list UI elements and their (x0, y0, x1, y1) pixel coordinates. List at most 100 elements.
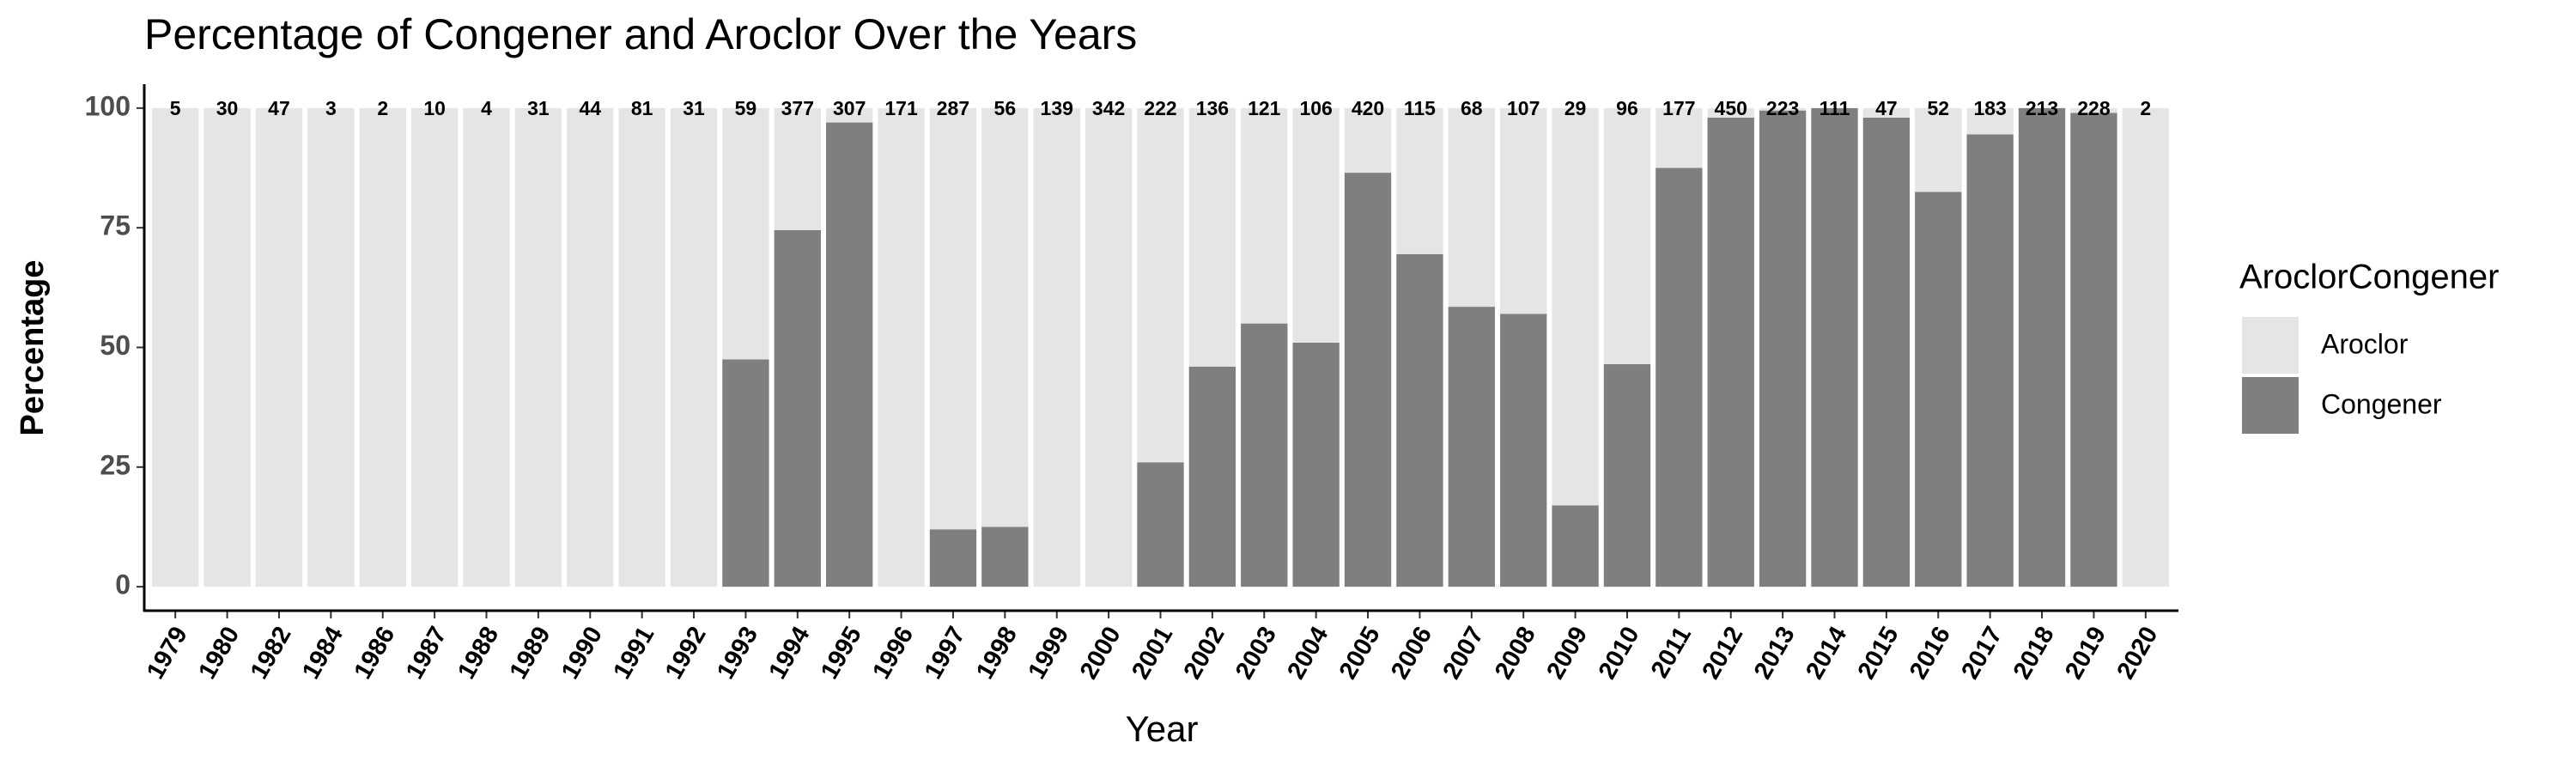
x-tick-label: 2020 (2112, 622, 2164, 684)
bar-segment (929, 107, 977, 530)
x-tick-label: 1980 (193, 622, 245, 684)
x-tick-label: 1991 (608, 622, 659, 684)
count-label: 5 (170, 97, 181, 119)
x-tick-label: 1989 (505, 622, 556, 684)
x-tick-label: 2013 (1749, 622, 1801, 684)
count-label: 342 (1092, 97, 1125, 119)
count-label: 2 (377, 97, 388, 119)
bar-segment (255, 107, 303, 587)
x-tick-label: 1987 (401, 622, 453, 684)
bar-segment (1603, 364, 1651, 587)
bar-segment (670, 107, 718, 587)
x-tick-label: 1992 (660, 622, 712, 684)
count-label: 31 (527, 97, 550, 119)
x-tick-label: 1988 (453, 622, 504, 684)
count-label: 223 (1766, 97, 1799, 119)
x-tick-label: 2007 (1438, 622, 1490, 684)
bar-segment (1396, 107, 1443, 254)
bar-segment (1811, 107, 1858, 587)
x-tick-label: 1998 (971, 622, 1023, 684)
bar-segment (204, 107, 251, 587)
bar-segment (1241, 107, 1288, 324)
count-label: 377 (781, 97, 814, 119)
count-label: 107 (1507, 97, 1540, 119)
bar-segment (1656, 167, 1703, 587)
y-tick-label: 100 (85, 90, 131, 121)
x-tick-label: 1999 (1023, 622, 1074, 684)
count-label: 287 (937, 97, 969, 119)
bar-segment (307, 107, 355, 587)
bar-segment (1396, 253, 1443, 587)
bar-segment (2122, 107, 2169, 587)
count-label: 183 (1973, 97, 2006, 119)
count-label: 30 (216, 97, 239, 119)
x-tick-label: 1997 (920, 622, 971, 684)
count-label: 10 (423, 97, 446, 119)
x-tick-label: 2010 (1594, 622, 1645, 684)
bar-segment (1033, 107, 1080, 587)
x-tick-label: 1990 (556, 622, 608, 684)
x-tick-label: 2004 (1282, 622, 1334, 684)
count-label: 213 (2026, 97, 2058, 119)
bar-segment (878, 107, 925, 587)
count-label: 47 (268, 97, 290, 119)
y-tick-label: 50 (100, 330, 131, 361)
bar-segment (1241, 323, 1288, 587)
x-tick-label: 1984 (297, 622, 349, 684)
bar-segment (1862, 107, 1911, 119)
chart-title: Percentage of Congener and Aroclor Over … (144, 10, 1137, 58)
bar-segment (774, 229, 821, 587)
bar-segment (567, 107, 614, 587)
y-tick-label: 75 (100, 210, 131, 241)
bar-segment (410, 107, 459, 587)
bar-segment (981, 526, 1029, 587)
count-label: 56 (994, 97, 1017, 119)
bar-segment (929, 529, 977, 587)
bar-segment (1500, 107, 1547, 314)
x-tick-label: 1994 (764, 622, 816, 684)
x-tick-label: 1986 (349, 622, 400, 684)
count-label: 59 (735, 97, 757, 119)
bar-segment (1344, 107, 1392, 173)
bar-segment (1707, 118, 1754, 587)
count-label: 177 (1662, 97, 1695, 119)
count-label: 96 (1616, 97, 1638, 119)
bar-segment (618, 107, 665, 587)
bar-segment (774, 107, 821, 230)
x-tick-label: 2002 (1179, 622, 1230, 684)
bar-segment (1603, 107, 1651, 365)
count-label: 31 (683, 97, 705, 119)
bar-segment (1707, 107, 1754, 119)
count-label: 307 (833, 97, 866, 119)
bar-segment (1084, 107, 1133, 587)
x-tick-label: 2015 (1853, 622, 1905, 684)
count-label: 29 (1564, 97, 1587, 119)
bar-segment (1137, 462, 1184, 587)
y-tick-label: 25 (100, 449, 131, 480)
bar-segment (1448, 307, 1495, 587)
bar-segment (1188, 107, 1236, 367)
legend-label: Congener (2321, 388, 2442, 419)
bar-segment (1292, 107, 1340, 343)
bar-segment (1344, 173, 1392, 587)
bar-segment (1448, 107, 1495, 307)
count-label: 81 (631, 97, 653, 119)
bar-segment (1966, 107, 2014, 135)
x-tick-label: 2017 (1956, 622, 2008, 684)
bar-segment (1292, 342, 1340, 587)
x-tick-label: 2009 (1541, 622, 1593, 684)
count-label: 171 (884, 97, 918, 119)
y-tick-label: 0 (115, 569, 131, 600)
x-tick-label: 2005 (1334, 622, 1386, 684)
count-label: 44 (579, 97, 601, 119)
x-tick-label: 1993 (712, 622, 763, 684)
count-label: 228 (2077, 97, 2111, 119)
count-label: 47 (1875, 97, 1898, 119)
count-label: 4 (481, 97, 492, 119)
x-tick-label: 2018 (2008, 622, 2060, 684)
bar-segment (152, 107, 199, 587)
bar-segment (981, 107, 1029, 527)
x-tick-label: 2000 (1075, 622, 1127, 684)
bar-segment (359, 107, 406, 587)
